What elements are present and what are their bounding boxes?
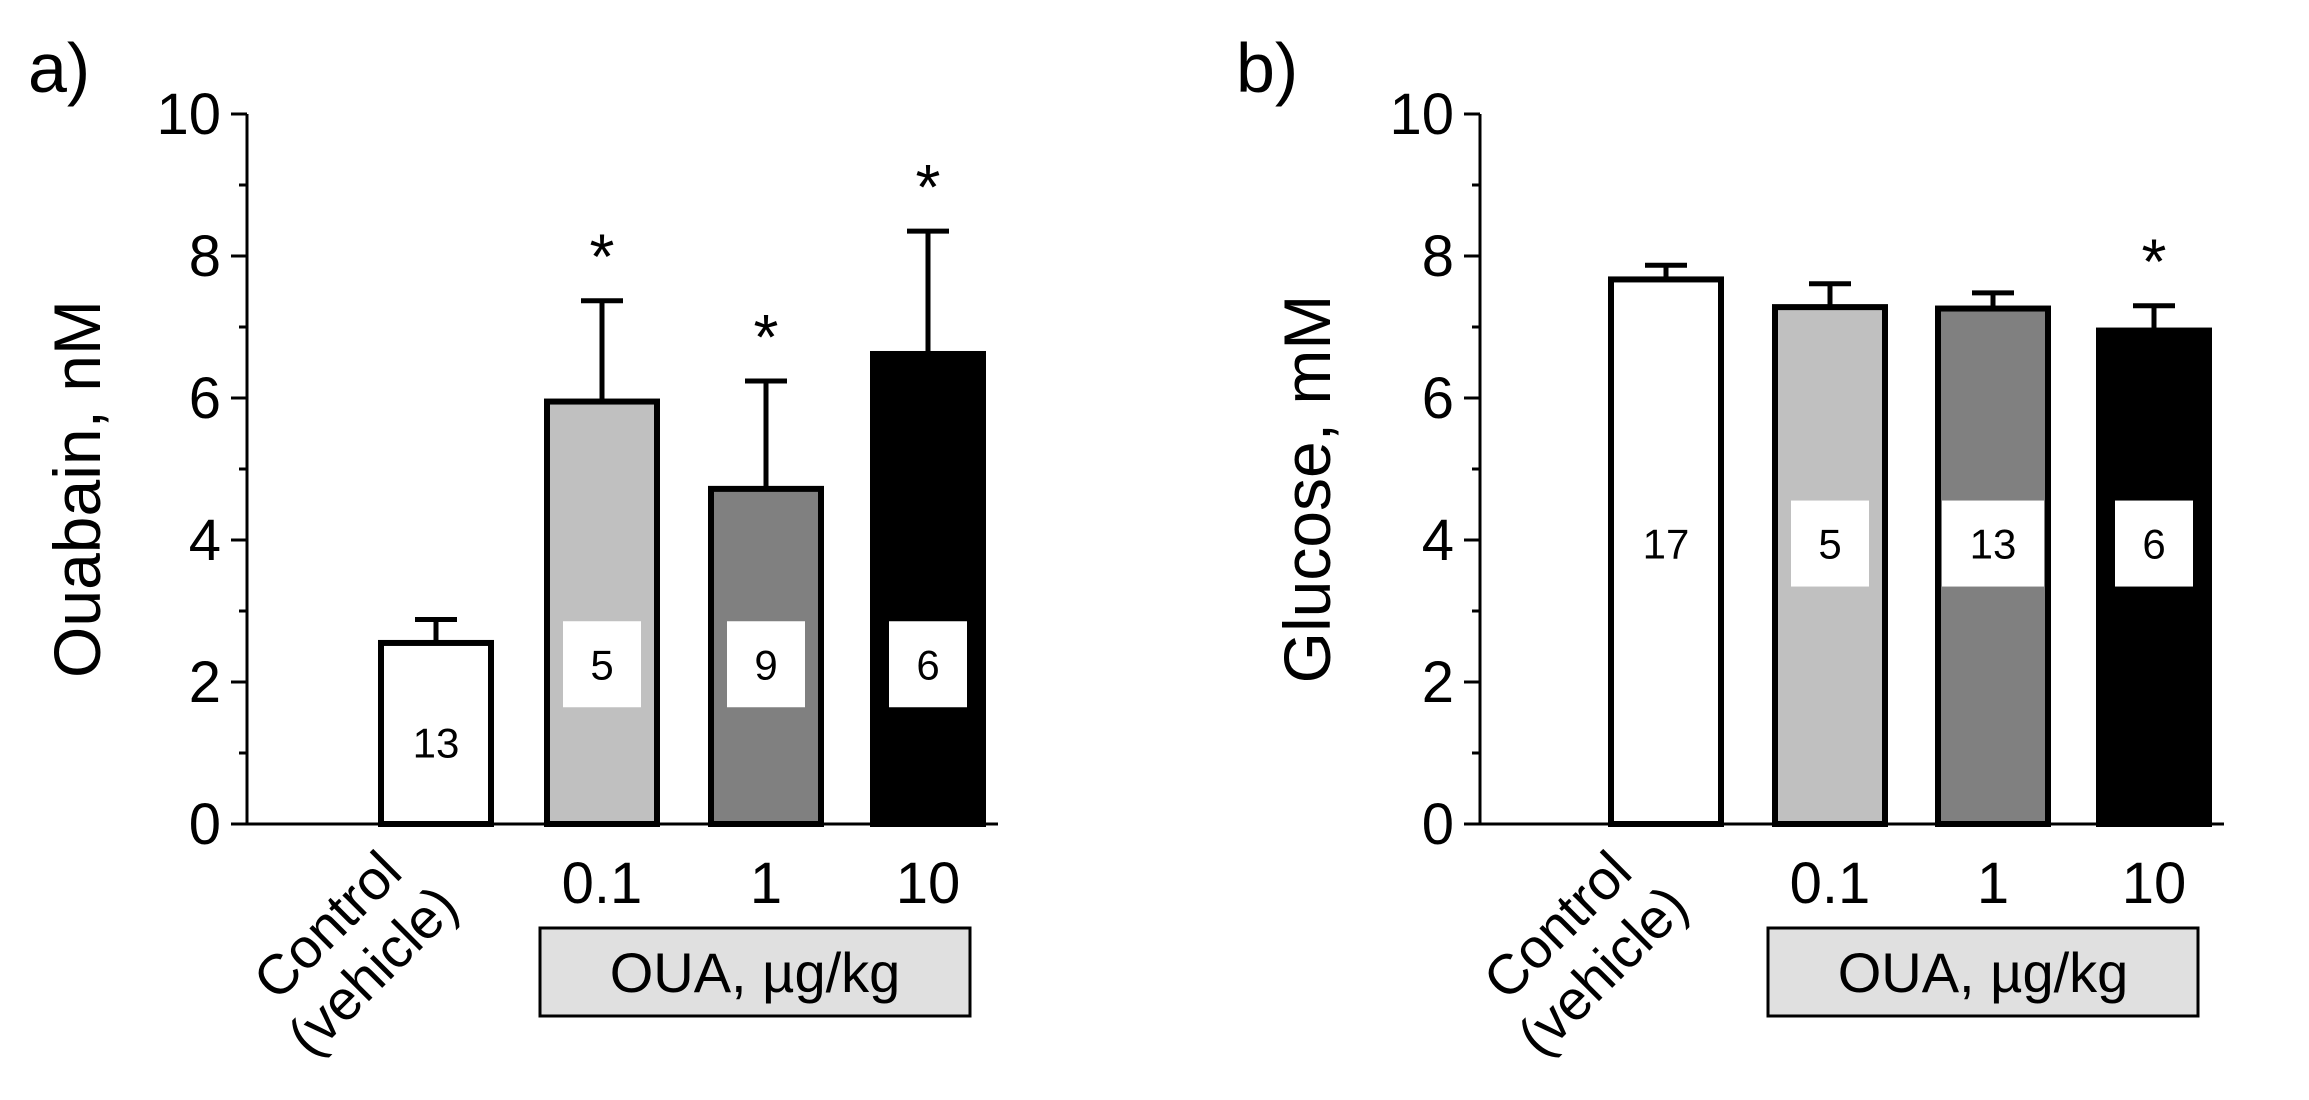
x-category-label-control: Control(vehicle) xyxy=(230,828,469,1067)
y-tick-label: 8 xyxy=(1422,224,1454,289)
n-label: 13 xyxy=(413,719,460,766)
y-tick-label: 10 xyxy=(1389,82,1454,147)
y-axis-label: Glucose, mM xyxy=(1270,295,1344,684)
n-label-box xyxy=(727,621,805,708)
n-label: 6 xyxy=(916,641,939,688)
dose-group-box xyxy=(538,926,972,1018)
y-tick-label: 10 xyxy=(156,82,221,147)
n-label-box xyxy=(2115,500,2193,587)
significance-star: * xyxy=(590,221,615,293)
panel-a-ouabain-chart: a) Ouabain, nM 0 2 4 6 8 10 13 Control(vehicle) 5 *… xyxy=(28,29,998,1067)
y-tick-label: 2 xyxy=(189,650,221,715)
x-category-label-control: Control(vehicle) xyxy=(1460,828,1699,1067)
y-tick-label: 6 xyxy=(189,366,221,431)
significance-star: * xyxy=(754,301,779,373)
n-label-box xyxy=(1791,500,1869,587)
y-tick-label: 0 xyxy=(1422,792,1454,857)
y-tick-label: 0 xyxy=(189,792,221,857)
significance-star: * xyxy=(916,151,941,223)
panel-label: b) xyxy=(1236,29,1298,107)
n-label-box xyxy=(563,621,641,708)
dose-group-box xyxy=(1766,926,2200,1018)
panel-label: a) xyxy=(28,29,90,107)
dose-group-label: OUA, µg/kg xyxy=(1838,941,2129,1004)
y-tick-label: 4 xyxy=(1422,508,1454,573)
x-category-label: 1 xyxy=(750,851,782,916)
y-tick-label: 4 xyxy=(189,508,221,573)
n-label-box xyxy=(889,621,967,708)
n-label: 9 xyxy=(754,641,777,688)
x-category-label: 1 xyxy=(1977,851,2009,916)
n-label: 5 xyxy=(1818,521,1841,568)
y-tick-label: 8 xyxy=(189,224,221,289)
y-tick-label: 6 xyxy=(1422,366,1454,431)
bar xyxy=(544,398,660,827)
bar xyxy=(870,350,986,827)
bar xyxy=(378,639,494,828)
n-label: 5 xyxy=(590,641,613,688)
n-label-box xyxy=(1942,500,2044,587)
n-label: 6 xyxy=(2142,521,2165,568)
x-category-label: 10 xyxy=(2122,851,2187,916)
n-label: 13 xyxy=(1970,521,2017,568)
bar xyxy=(1608,276,1724,827)
x-category-label: 10 xyxy=(896,851,961,916)
y-tick-label: 2 xyxy=(1422,650,1454,715)
dose-group-label: OUA, µg/kg xyxy=(610,941,901,1004)
significance-star: * xyxy=(2142,226,2167,298)
panel-b-glucose-chart: b) Glucose, mM 0 2 4 6 8 10 17 Control(vehicle) 5 0… xyxy=(1236,29,2224,1067)
n-label: 17 xyxy=(1643,521,1690,568)
x-category-label: 0.1 xyxy=(562,851,643,916)
x-category-label: 0.1 xyxy=(1790,851,1871,916)
y-axis-label: Ouabain, nM xyxy=(40,300,114,678)
